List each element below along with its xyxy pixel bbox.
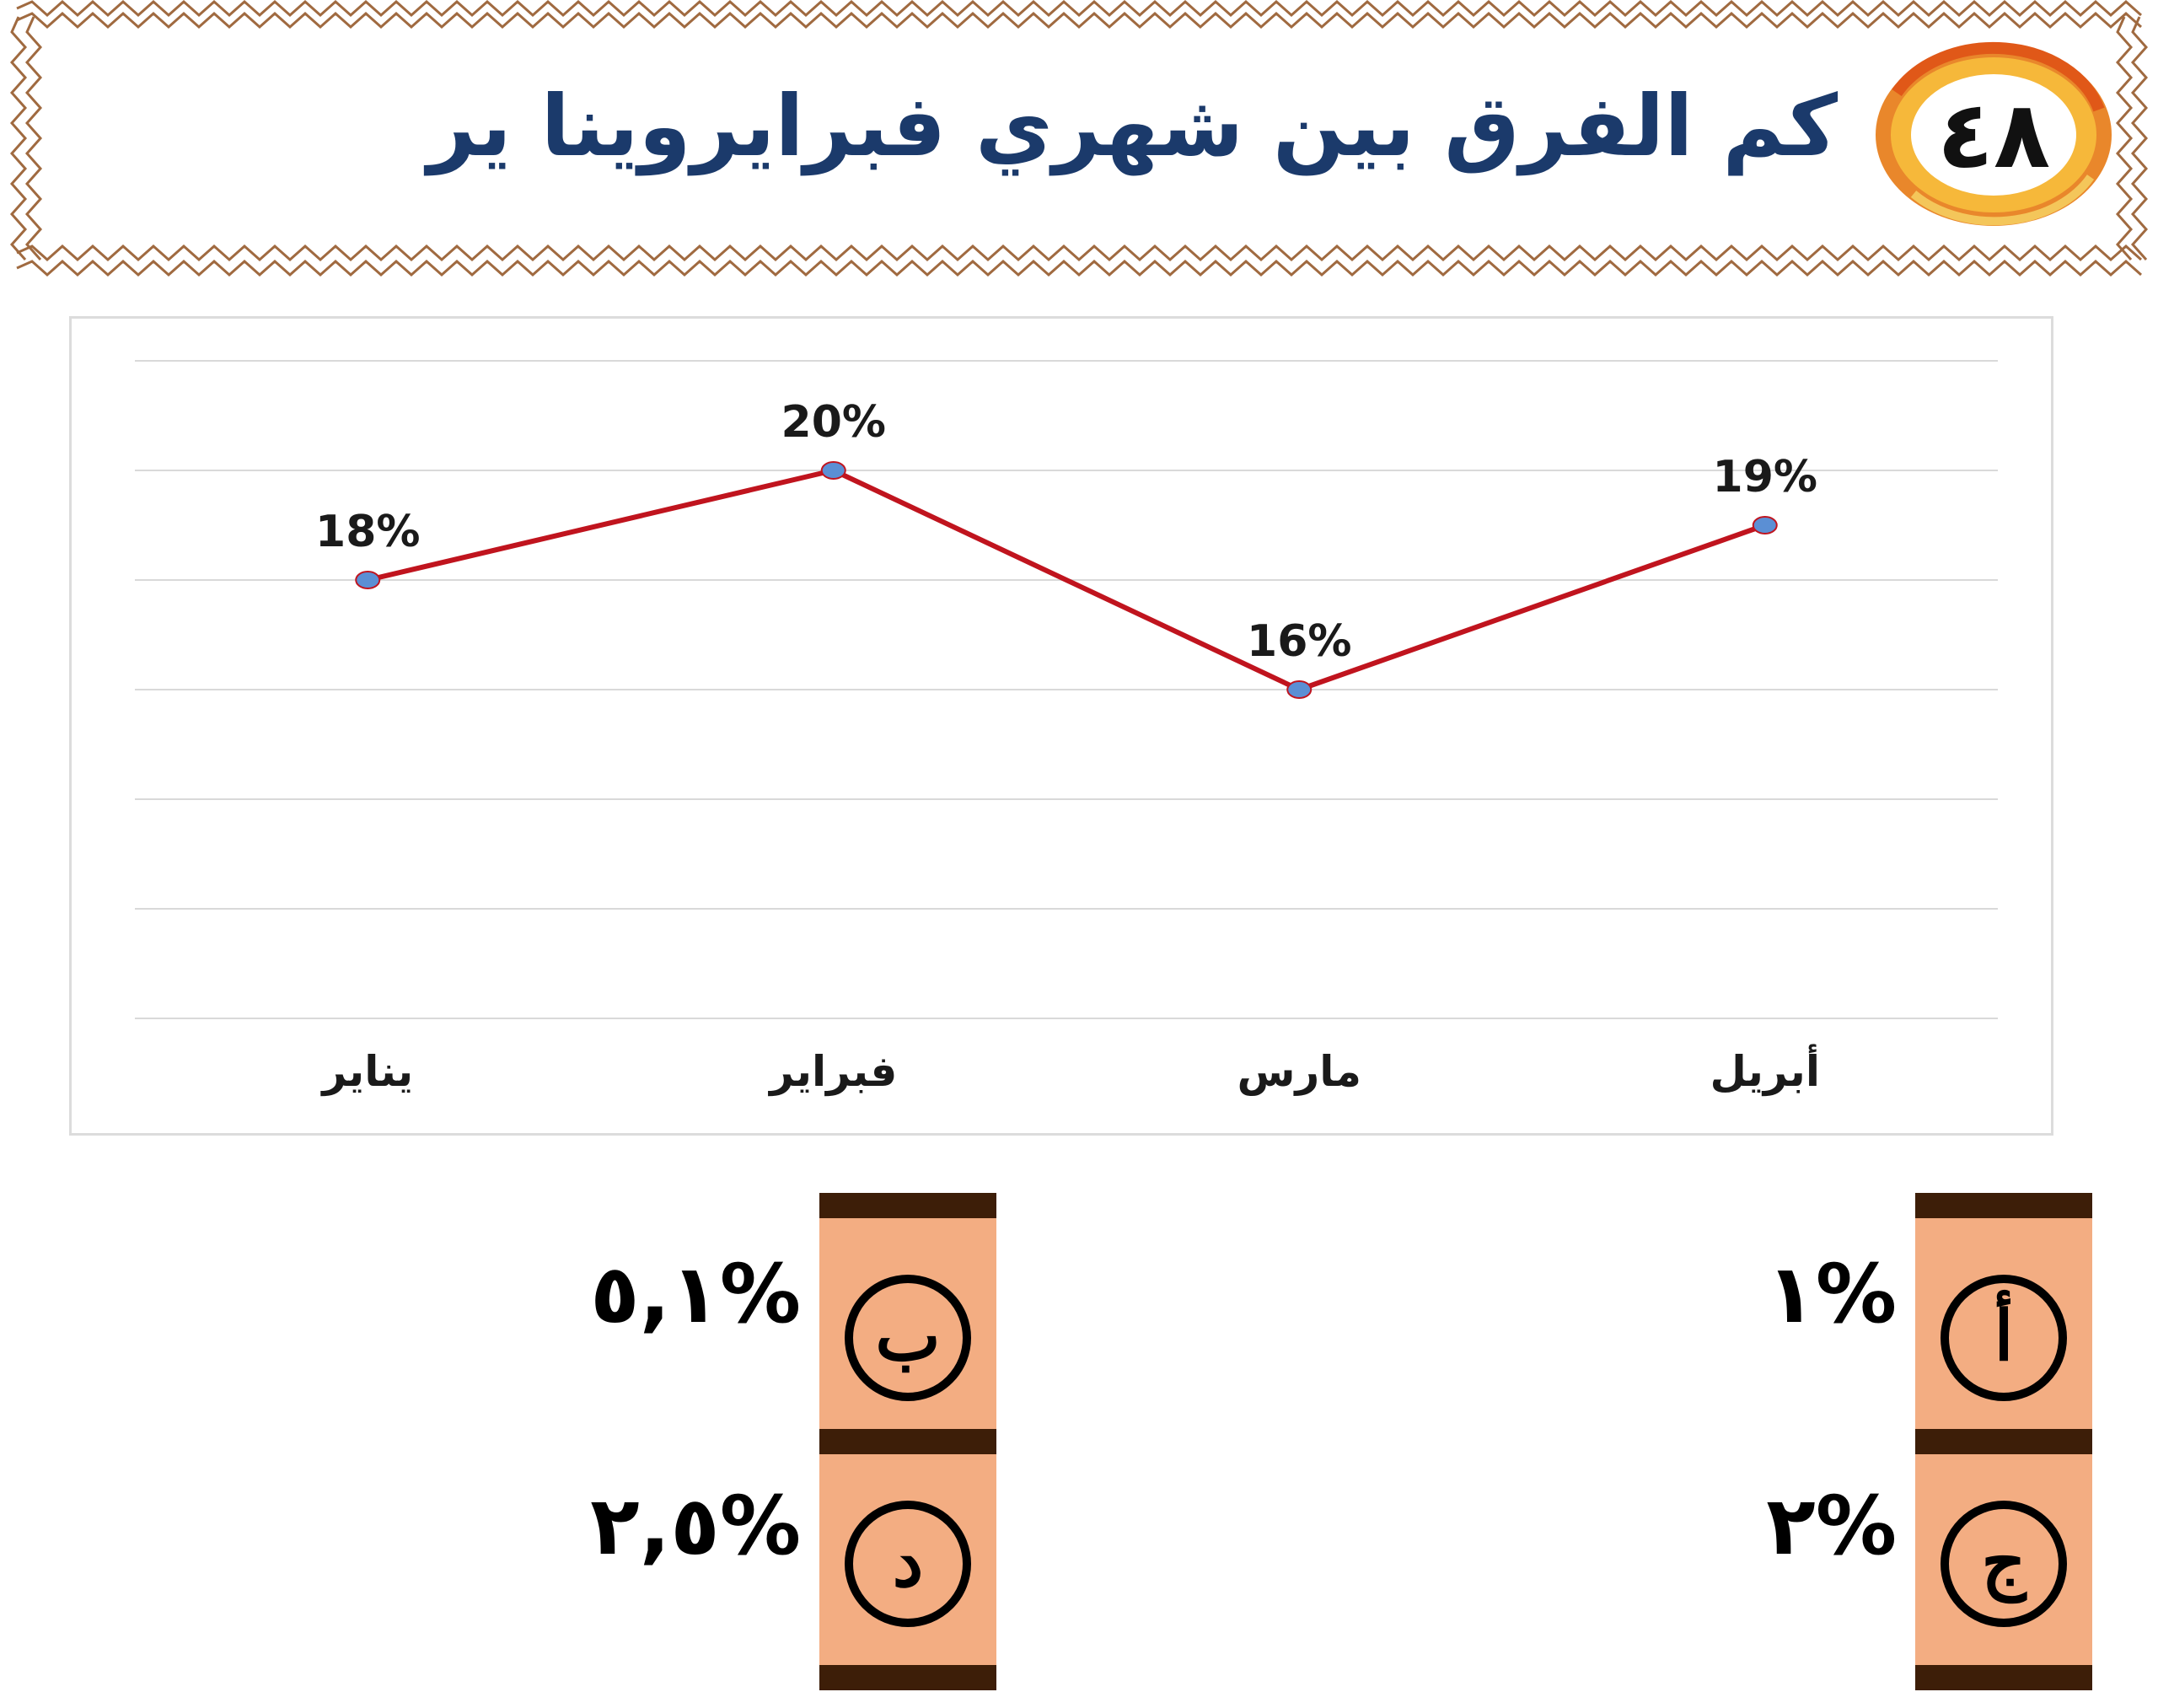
- strip-bar: [819, 1665, 996, 1690]
- question-number: ٤٨: [1936, 81, 2051, 189]
- strip-bar: [1915, 1429, 2092, 1454]
- category-label: يناير: [319, 1047, 413, 1097]
- strip-bar: [1915, 1665, 2092, 1690]
- chart-svg: 18% 20% 16% 19% يناير فبراير مارس أبريل: [135, 360, 1998, 1097]
- gridlines: [135, 360, 1998, 1019]
- data-point: [820, 461, 846, 480]
- markers: [355, 461, 1778, 699]
- option-a-letter[interactable]: أ: [1941, 1275, 2067, 1401]
- option-c-value[interactable]: %٢: [1766, 1479, 1897, 1573]
- option-a-value[interactable]: %١: [1766, 1247, 1897, 1341]
- option-b-value[interactable]: %٥,١: [590, 1247, 801, 1341]
- category-label: مارس: [1237, 1047, 1361, 1096]
- category-labels: يناير فبراير مارس أبريل: [319, 1044, 1820, 1097]
- option-strip-left: ب د: [819, 1193, 996, 1690]
- data-label: 18%: [315, 507, 420, 557]
- strip-bar: [819, 1429, 996, 1454]
- series-line: [367, 468, 1766, 692]
- question-number-badge: [1876, 41, 2112, 226]
- data-point: [355, 571, 381, 589]
- option-d-value[interactable]: %٢,٥: [590, 1479, 801, 1573]
- header-frame: [9, 0, 2149, 277]
- option-c-letter[interactable]: ج: [1941, 1501, 2067, 1627]
- strip-bar: [1915, 1193, 2092, 1218]
- question-title: كم الفرق بين شهري فبرايروينا ير: [427, 77, 1838, 175]
- data-label: 16%: [1247, 616, 1351, 667]
- category-label: أبريل: [1710, 1044, 1820, 1097]
- data-labels: 18% 20% 16% 19%: [315, 397, 1817, 667]
- data-point: [1752, 516, 1778, 534]
- strip-bar: [819, 1193, 996, 1218]
- option-d-letter[interactable]: د: [845, 1501, 971, 1627]
- option-strip-right: أ ج: [1915, 1193, 2092, 1690]
- data-point: [1286, 680, 1313, 699]
- data-label: 20%: [781, 397, 886, 448]
- option-b-letter[interactable]: ب: [845, 1275, 971, 1401]
- line-chart: 18% 20% 16% 19% يناير فبراير مارس أبريل: [69, 316, 2053, 1136]
- data-label: 19%: [1713, 452, 1817, 502]
- category-label: فبراير: [767, 1047, 897, 1097]
